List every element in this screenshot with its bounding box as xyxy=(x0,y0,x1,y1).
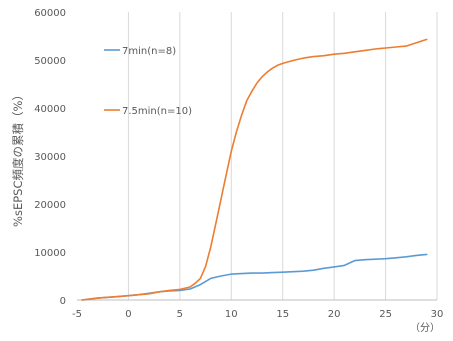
x-tick-label: -5 xyxy=(72,309,82,320)
axis-layer: -5 0 5 10 15 20 25 30 0 10000 20000 30000 40000 50000… xyxy=(34,8,443,320)
legend-label-2: 7.5min(n=10) xyxy=(122,106,192,117)
x-tick-label: 25 xyxy=(379,309,392,320)
x-tick-label: 20 xyxy=(328,309,341,320)
y-axis-title: %sEPSC頻度の累積（%） xyxy=(11,89,25,227)
y-tick-label: 40000 xyxy=(34,104,66,115)
x-tick-label: 30 xyxy=(431,309,444,320)
y-tick-label: 30000 xyxy=(34,152,66,163)
x-tick-label: 15 xyxy=(276,309,289,320)
y-tick-label: 60000 xyxy=(34,8,66,19)
y-tick-label: 0 xyxy=(60,296,66,307)
series-line-2 xyxy=(81,38,428,301)
x-tick-label: 10 xyxy=(225,309,238,320)
series-line-1 xyxy=(81,253,428,301)
y-tick-label: 10000 xyxy=(34,248,66,259)
y-tick-label: 50000 xyxy=(34,56,66,67)
x-tick-label: 5 xyxy=(177,309,183,320)
y-tick-label: 20000 xyxy=(34,200,66,211)
x-axis-title: （分） xyxy=(410,322,440,334)
series-layer xyxy=(81,38,428,301)
legend-label-1: 7min(n=8) xyxy=(122,46,176,57)
x-tick-label: 0 xyxy=(125,309,131,320)
legend: 7min(n=8) 7.5min(n=10) xyxy=(104,46,192,117)
grid-layer xyxy=(127,12,438,300)
